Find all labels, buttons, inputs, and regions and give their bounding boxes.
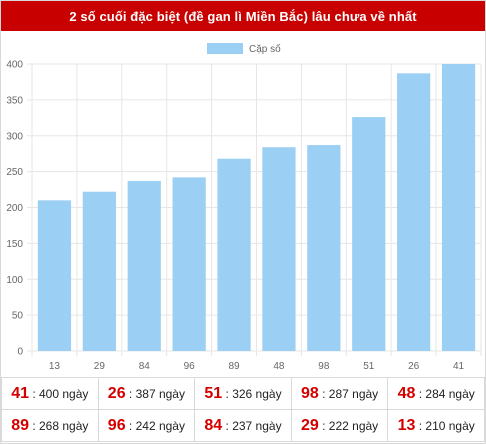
pair-number: 96 [107,416,126,434]
bars [37,64,476,351]
pair-number: 29 [300,416,319,434]
table-row: 41 : 400 ngày 26 : 387 ngày 51 : 326 ngày 9… [1,377,485,410]
x-tick-label: 89 [228,361,240,372]
chart-svg: Cặp số 0 50 100 150 200 250 300 350 400 13 29 84 96… [6,43,482,372]
y-tick-label: 250 [6,167,23,178]
days-count: : 237 ngày [222,418,282,433]
days-count: : 326 ngày [222,386,282,401]
table-row: 89 : 268 ngày 96 : 242 ngày 84 : 237 ngày 2… [1,409,485,442]
x-tick-label: 29 [94,361,106,372]
bar-48[interactable] [262,147,296,351]
pair-number: 13 [397,416,416,434]
days-count: : 284 ngày [415,386,475,401]
x-tick-label: 41 [453,361,465,372]
days-count: : 210 ngày [415,418,475,433]
x-tick-label: 26 [408,361,420,372]
table-cell: 48 : 284 ngày [387,377,485,410]
y-tick-label: 100 [6,275,23,286]
bar-13[interactable] [37,200,72,351]
x-axis-ticks: 13 29 84 96 89 48 98 51 26 41 [49,361,465,372]
bar-89[interactable] [217,158,251,351]
legend-swatch [207,43,243,54]
y-tick-label: 300 [6,131,23,142]
y-tick-label: 200 [6,203,23,214]
table-cell: 84 : 237 ngày [194,409,292,442]
table-cell: 13 : 210 ngày [387,409,485,442]
pair-number: 41 [11,384,29,402]
y-axis-ticks: 0 50 100 150 200 250 300 350 400 [6,60,23,358]
y-tick-label: 350 [6,95,23,106]
y-tick-label: 150 [6,239,23,250]
x-tick-label: 51 [363,361,375,372]
bar-chart: Cặp số 0 50 100 150 200 250 300 350 400 13 29 84 96… [1,31,485,377]
legend-label: Cặp số [249,43,281,55]
table-cell: 89 : 268 ngày [1,409,99,442]
bar-98[interactable] [307,145,341,351]
y-tick-label: 0 [17,347,23,358]
table-cell: 98 : 287 ngày [290,377,389,410]
x-tick-label: 98 [318,361,330,372]
pair-number: 26 [107,384,126,402]
y-tick-label: 50 [12,311,24,322]
days-count: : 400 ngày [29,386,89,401]
bar-84[interactable] [127,180,161,351]
x-tick-label: 84 [139,361,151,372]
x-tick-label: 13 [49,361,61,372]
table-cell: 29 : 222 ngày [290,409,389,442]
chart-legend: Cặp số [207,43,281,55]
bar-26[interactable] [397,73,431,351]
bar-96[interactable] [172,177,206,351]
days-count: : 268 ngày [29,418,89,433]
pair-number: 51 [204,384,223,402]
x-tick-label: 96 [184,361,196,372]
pair-number: 89 [11,416,29,434]
page-title: 2 số cuối đặc biệt (đề gan lì Miền Bắc) … [1,1,485,31]
pair-number: 48 [397,384,416,402]
table-cell: 26 : 387 ngày [97,377,196,410]
x-tick-label: 48 [273,361,285,372]
pair-number: 98 [300,384,319,402]
bar-29[interactable] [82,191,116,351]
gan-stats-table: 41 : 400 ngày 26 : 387 ngày 51 : 326 ngày 9… [1,377,485,442]
table-cell: 96 : 242 ngày [97,409,196,442]
table-cell: 41 : 400 ngày [1,377,99,410]
pair-number: 84 [204,416,223,434]
days-count: : 242 ngày [125,418,185,433]
days-count: : 287 ngày [318,386,379,401]
days-count: : 222 ngày [318,418,379,433]
bar-51[interactable] [352,117,386,351]
bar-41[interactable] [441,64,476,351]
table-cell: 51 : 326 ngày [194,377,292,410]
grid-lines [27,63,482,356]
days-count: : 387 ngày [125,386,185,401]
y-tick-label: 400 [6,60,23,71]
